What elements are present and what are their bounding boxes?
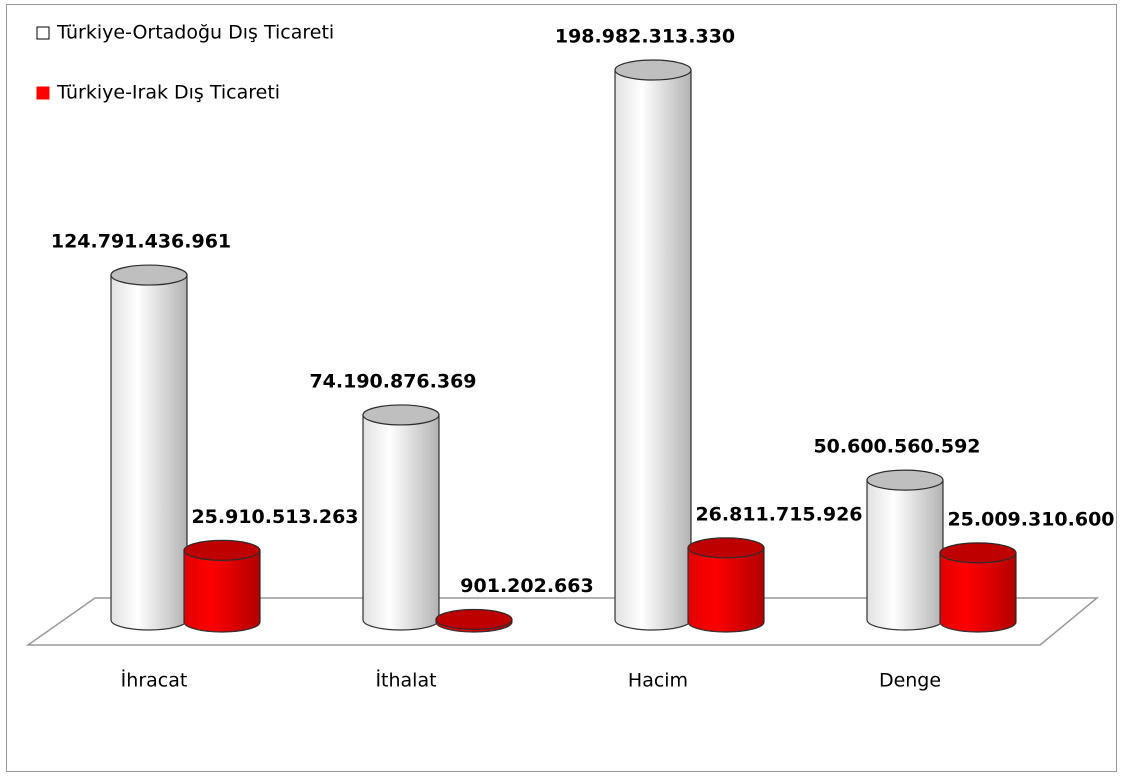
cylinder-top-shade — [688, 537, 764, 558]
cylinder-top — [614, 59, 692, 81]
cylinder-shade — [940, 552, 1016, 632]
value-label: 26.811.715.926 — [695, 503, 862, 525]
cylinder-top-shade — [940, 542, 1016, 563]
cylinder-top — [435, 608, 513, 631]
x-tick-label: İthalat — [375, 669, 436, 692]
legend-label: Türkiye-Ortadoğu Dış Ticareti — [56, 22, 334, 44]
legend-marker — [36, 26, 50, 40]
cylinder-shade — [615, 70, 691, 630]
x-tick-label: Hacim — [628, 670, 688, 692]
cylinder-shade — [688, 547, 764, 632]
cylinder-top — [866, 469, 944, 491]
cylinder-top-shade — [111, 265, 187, 286]
value-label: 901.202.663 — [460, 575, 593, 597]
cylinder-top-shade — [184, 540, 260, 561]
cylinder-shade — [867, 480, 943, 630]
cylinder-top-shade — [363, 404, 439, 425]
cylinder-shade — [363, 414, 439, 630]
cylinder-shade — [184, 550, 260, 632]
cylinder-top — [110, 264, 188, 286]
cylinder-top — [939, 542, 1017, 564]
value-label: 198.982.313.330 — [555, 26, 735, 48]
cylinder-top — [687, 537, 765, 559]
x-tick-label: Denge — [879, 670, 941, 692]
value-label: 50.600.560.592 — [813, 436, 980, 458]
cylinder-top — [183, 539, 261, 561]
value-label: 74.190.876.369 — [309, 370, 476, 392]
legend-marker — [36, 86, 50, 100]
x-tick-label: İhracat — [121, 669, 188, 692]
legend-label: Türkiye-Irak Dış Ticareti — [56, 82, 280, 104]
cylinder-top-shade — [867, 470, 943, 491]
value-label: 124.791.436.961 — [51, 231, 231, 253]
cylinder-top — [362, 404, 440, 426]
value-label: 25.009.310.600 — [947, 508, 1114, 530]
cylinder-top-shade — [615, 60, 691, 80]
cylinder-shade — [111, 275, 187, 630]
cylinder-top-shade — [436, 609, 512, 630]
value-label: 25.910.513.263 — [191, 506, 358, 528]
